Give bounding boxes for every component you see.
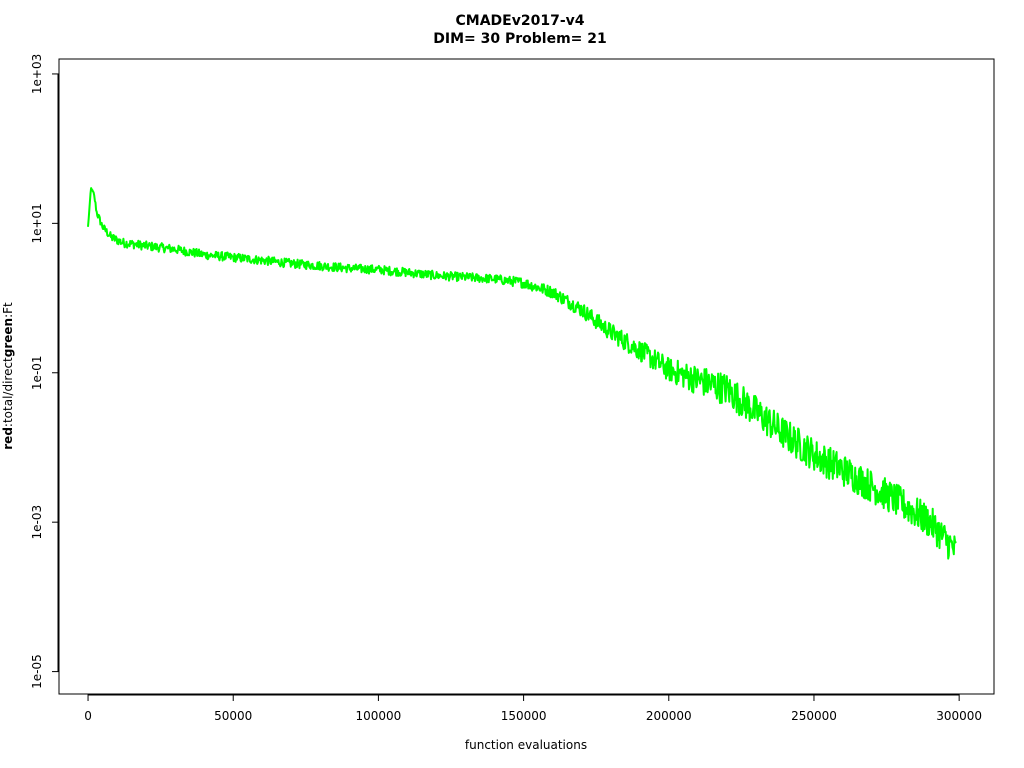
x-axis-label: function evaluations xyxy=(465,738,587,752)
x-tick-label: 100000 xyxy=(356,709,402,723)
y-axis-label-green-word: green xyxy=(1,318,15,357)
x-tick-label: 150000 xyxy=(501,709,547,723)
y-axis-label-red-word: red xyxy=(1,427,15,450)
x-tick-label: 0 xyxy=(84,709,92,723)
chart-title-line2: DIM= 30 Problem= 21 xyxy=(433,31,607,47)
y-tick-label: 1e-03 xyxy=(30,505,44,540)
x-tick-label: 50000 xyxy=(214,709,252,723)
y-axis-label-red-desc: :total/direct xyxy=(1,357,15,427)
x-tick-label: 300000 xyxy=(936,709,982,723)
y-tick-label: 1e+01 xyxy=(30,203,44,243)
y-tick-label: 1e-05 xyxy=(30,654,44,689)
y-axis-label: red:total/directgreen:Ft xyxy=(1,302,15,450)
chart-title-line1: CMADEv2017-v4 xyxy=(456,13,585,29)
y-axis: 1e+03 1e+01 1e-01 1e-03 1e-05 xyxy=(30,54,59,689)
plot-frame xyxy=(58,58,995,695)
x-tick-label: 200000 xyxy=(646,709,692,723)
y-tick-label: 1e-01 xyxy=(30,355,44,390)
x-tick-label: 250000 xyxy=(791,709,837,723)
y-axis-label-green-desc: :Ft xyxy=(1,302,15,318)
series-line-0 xyxy=(87,187,957,560)
plot-area xyxy=(87,187,957,560)
y-tick-label: 1e+03 xyxy=(30,54,44,94)
x-axis: 0 50000 100000 150000 200000 250000 300000 xyxy=(84,694,982,723)
